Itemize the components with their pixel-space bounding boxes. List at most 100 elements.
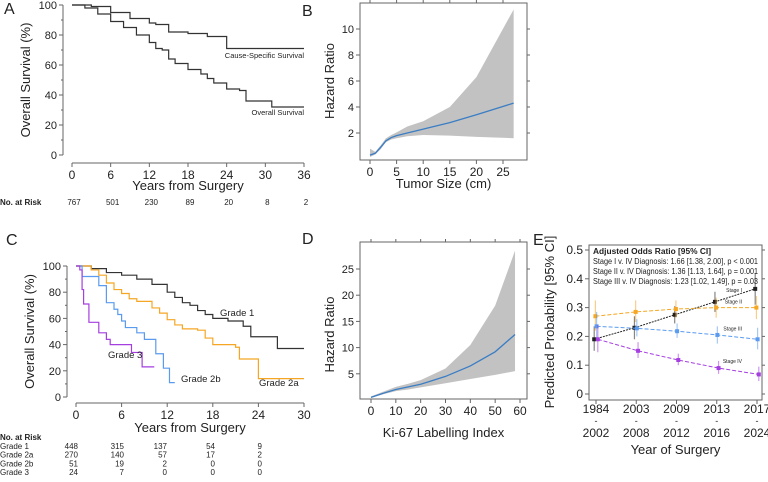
x-tick-label: 30 (297, 408, 311, 422)
x-tick-label: 50 (488, 404, 502, 418)
x-tick-label: 6 (118, 408, 125, 422)
x-tick-label: 24 (252, 408, 266, 422)
data-point (673, 307, 678, 312)
y-tick-label: 20 (342, 290, 354, 302)
series-label: Stage I (726, 288, 742, 294)
risk-count: 8 (265, 198, 270, 207)
x-tick-label: 20 (414, 404, 428, 418)
risk-count: 501 (106, 198, 120, 207)
series-line (597, 338, 759, 375)
x-tick-label: 2003 (623, 402, 650, 416)
risk-row-label: Grade 2b (0, 459, 34, 468)
x-axis-title: Tumor Size (cm) (396, 176, 492, 191)
x-tick-label: 12 (143, 168, 157, 182)
data-point (716, 366, 721, 371)
x-axis-title: Years from Surgery (132, 178, 244, 193)
risk-count: 54 (206, 442, 215, 451)
x-tick-label: 0 (73, 408, 80, 422)
x-tick-label: 10 (389, 404, 403, 418)
data-point (672, 312, 677, 317)
y-tick-label: 80 (45, 30, 57, 42)
panel-label: C (6, 232, 18, 249)
risk-count: 2 (258, 451, 263, 460)
y-axis-title: Predicted Probability [95% CI] (542, 236, 557, 409)
risk-row-label: Grade 2a (0, 451, 34, 460)
series-label: Stage II (725, 299, 742, 305)
survival-curve (72, 4, 304, 50)
x-tick-label: 5 (393, 165, 400, 179)
risk-count: 9 (258, 442, 263, 451)
y-axis-title: Hazard Ratio (322, 43, 337, 119)
panel-E: E00.10.20.30.40.51984-20022003-20082009-… (533, 232, 768, 457)
risk-count: 0 (211, 468, 216, 477)
curve-label: Grade 1 (220, 308, 254, 319)
x-tick-label: 18 (206, 408, 220, 422)
x-axis-title: Year of Surgery (631, 442, 721, 457)
y-tick-label: 80 (49, 287, 61, 299)
x-tick-label: 0 (367, 165, 374, 179)
risk-count: 2 (163, 459, 168, 468)
x-tick-label: 36 (297, 168, 311, 182)
y-tick-label: 20 (45, 120, 57, 132)
x-tick-label: - (675, 416, 678, 426)
y-tick-label: 40 (45, 90, 57, 102)
hazard-ratio-line (369, 102, 514, 156)
y-tick-label: 100 (43, 261, 61, 273)
risk-row-label: Grade 1 (0, 442, 29, 451)
risk-count: 270 (65, 451, 79, 460)
x-tick-label: 2008 (623, 426, 650, 440)
y-tick-label: 40 (49, 340, 61, 352)
annotation-title: Adjusted Odds Ratio [95% CI] (593, 247, 711, 256)
x-tick-label: 12 (161, 408, 175, 422)
hazard-ratio-line (370, 334, 516, 398)
x-tick-label: 0 (69, 168, 76, 182)
risk-count: 17 (206, 451, 215, 460)
panel-A: A 0 20 40 60 80 100 0 6 12 18 24 30 36 Years from Surg… (0, 0, 311, 207)
x-tick-label: 15 (443, 165, 457, 179)
risk-count: 315 (111, 442, 125, 451)
data-point (636, 348, 641, 353)
panel-label: E (533, 232, 544, 249)
risk-row-label: Grade 3 (0, 468, 29, 477)
plot-frame (359, 241, 528, 400)
x-tick-label: 20 (470, 165, 484, 179)
panel-label: D (302, 231, 314, 248)
panel-D: D 5 10 15 20 25 0 10 20 30 40 50 60 Ki-67 Labelling I… (302, 231, 530, 440)
risk-count: 230 (145, 198, 159, 207)
x-tick-label: 2002 (583, 426, 610, 440)
y-tick-label: 2 (348, 128, 354, 140)
risk-count: 0 (211, 459, 216, 468)
y-tick-label: 10 (342, 24, 354, 36)
y-axis-title: Hazard Ratio (322, 297, 337, 373)
risk-count: 0 (258, 459, 263, 468)
data-point (592, 337, 597, 342)
x-tick-label: 0 (368, 404, 375, 418)
panel-B: B 2 4 6 8 10 0 5 10 15 20 25 Tumor Size (cm) Hazard R… (302, 0, 530, 191)
y-axis-title: Overall Survival (%) (18, 23, 33, 138)
curve-label: Overall Survival (251, 108, 304, 117)
y-tick-label: 100 (39, 0, 57, 12)
risk-count: 2 (304, 198, 309, 207)
x-tick-label: 2012 (663, 426, 690, 440)
data-point (753, 286, 758, 291)
panel-label: A (4, 1, 15, 18)
risk-count: 0 (163, 468, 168, 477)
x-tick-label: 2009 (663, 402, 690, 416)
survival-curve (76, 265, 304, 380)
y-tick-label: 0 (55, 392, 61, 404)
data-point (675, 329, 680, 334)
data-point (594, 324, 599, 329)
data-point (754, 305, 759, 310)
y-tick-label: 60 (49, 313, 61, 325)
data-point (676, 358, 681, 363)
data-point (756, 372, 761, 377)
annotation-line: Stage III v. IV Diagnosis: 1.23 [1.02, 1… (593, 277, 758, 286)
y-tick-label: 25 (342, 264, 354, 276)
x-tick-label: - (756, 416, 759, 426)
x-tick-label: 2016 (703, 426, 730, 440)
x-tick-label: - (715, 416, 718, 426)
x-tick-label: 18 (181, 168, 195, 182)
x-tick-label: 6 (107, 168, 114, 182)
curve-label: Grade 2b (181, 374, 221, 385)
